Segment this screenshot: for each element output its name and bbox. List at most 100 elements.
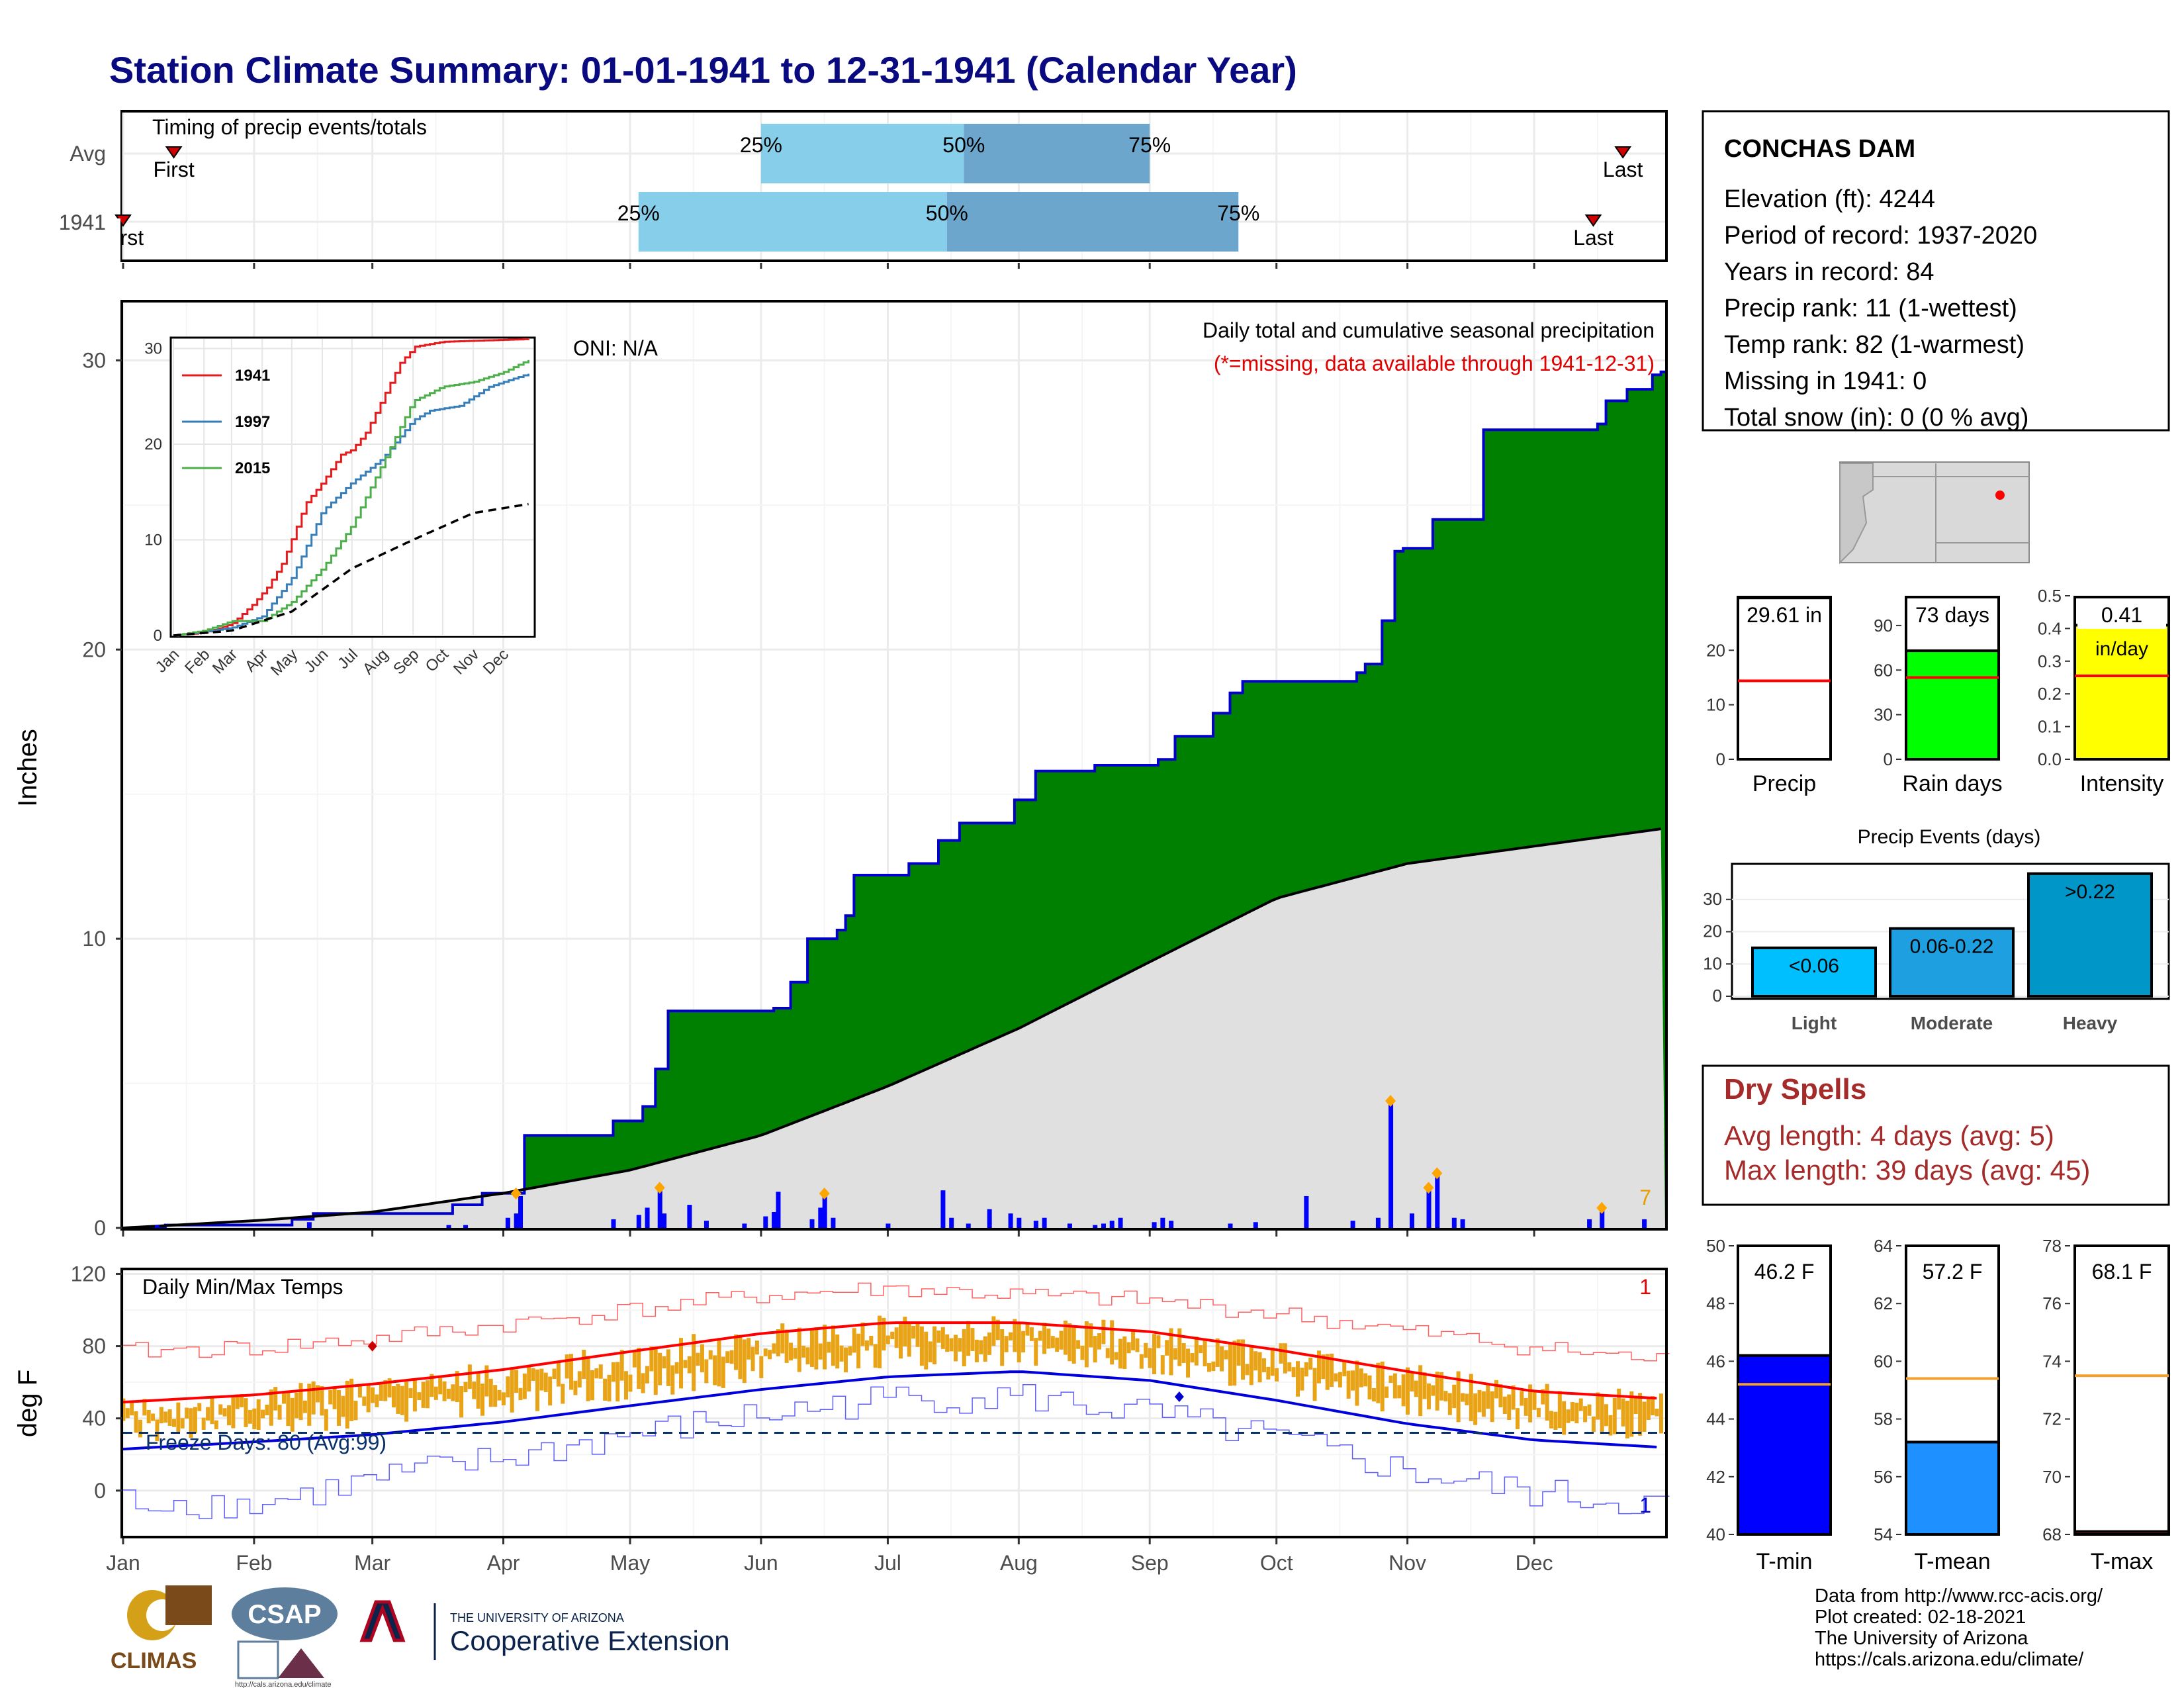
daily-temp-bar (265, 1404, 269, 1416)
daily-temp-bar (510, 1367, 514, 1413)
events-bin-label: <0.06 (1789, 955, 1839, 977)
month-tick-label: Dec (1516, 1551, 1553, 1575)
daily-temp-bar (1532, 1391, 1537, 1410)
daily-precip-bar (505, 1217, 510, 1228)
daily-temp-bar (1414, 1380, 1418, 1397)
daily-temp-bar (404, 1382, 409, 1422)
record-low-marker (1174, 1391, 1184, 1402)
daily-temp-bar (953, 1335, 958, 1362)
mini-bar-ytick-label: 0.3 (2038, 651, 2062, 671)
daily-temp-bar (226, 1405, 231, 1426)
daily-temp-bar (1013, 1319, 1017, 1352)
inset-legend-label: 1941 (235, 367, 270, 385)
daily-temp-bar (1110, 1320, 1115, 1365)
daily-temp-bar (907, 1323, 911, 1357)
daily-temp-bar (1249, 1344, 1253, 1385)
daily-temp-bar (1004, 1336, 1009, 1352)
daily-temp-bar (396, 1383, 400, 1414)
daily-temp-bar (911, 1326, 916, 1339)
temp-bar-frame (1905, 1244, 2000, 1536)
daily-temp-bar (1126, 1342, 1131, 1354)
daily-temp-bar (1029, 1327, 1034, 1341)
daily-temp-bar (700, 1344, 704, 1373)
daily-temp-bar (683, 1360, 688, 1368)
daily-precip-bar (645, 1207, 650, 1228)
last-event-label: Last (1603, 158, 1643, 181)
timing-bar-50-75 (946, 192, 1239, 252)
daily-temp-bar (789, 1342, 794, 1361)
daily-temp-bar (1008, 1332, 1013, 1340)
daily-temp-bar (1583, 1406, 1588, 1423)
station-name: CONCHAS DAM (1724, 135, 1915, 163)
daily-temp-bar (1566, 1409, 1570, 1423)
daily-temp-bar (995, 1319, 1000, 1340)
daily-temp-bar (687, 1356, 692, 1374)
daily-temp-bar (543, 1372, 548, 1392)
station-location-dot (1995, 491, 2005, 500)
daily-temp-bar (1245, 1364, 1250, 1376)
daily-temp-bar (1080, 1345, 1085, 1360)
month-tick-label: Nov (1388, 1551, 1426, 1575)
daily-temp-bar (1118, 1338, 1122, 1369)
temp-bar-ytick-label: 72 (2042, 1409, 2062, 1429)
daily-temp-bar (1232, 1340, 1237, 1386)
daily-temp-bar (159, 1407, 163, 1424)
daily-temp-bar (582, 1350, 586, 1380)
temp-top-count: 1 (1639, 1275, 1651, 1299)
daily-temp-bar (1528, 1384, 1533, 1423)
daily-temp-bar (1334, 1373, 1338, 1382)
daily-temp-bar (286, 1391, 291, 1427)
daily-temp-bar (1220, 1346, 1224, 1372)
inset-ytick-label: 20 (144, 436, 162, 453)
temp-bar-ytick-label: 62 (1874, 1293, 1893, 1313)
daily-temp-bar (577, 1371, 582, 1388)
daily-precip-bar (1587, 1219, 1592, 1228)
daily-temp-bar (632, 1350, 637, 1368)
summary-bar-charts: 0 10 20 29.61 in Precip 0 30 60 90 73 days Rain da… (1706, 586, 2170, 796)
daily-temp-bar (1105, 1348, 1110, 1358)
daily-temp-bar (970, 1328, 975, 1351)
daily-temp-bar (400, 1385, 404, 1415)
daily-temp-bar (1570, 1401, 1574, 1422)
mini-bar-category-label: Intensity (2080, 771, 2164, 796)
temp-ytick-label: 120 (71, 1262, 106, 1286)
inset-series-line-1997 (173, 373, 529, 637)
freeze-days-label: Freeze Days: 80 (Avg:99) (146, 1430, 387, 1454)
temp-bar-frame (2073, 1244, 2170, 1536)
temp-ytick-label: 80 (82, 1335, 106, 1358)
daily-temp-bar (1431, 1385, 1435, 1396)
daily-temp-bar (949, 1338, 954, 1352)
precip-subheader: (*=missing, data available through 1941-… (1214, 352, 1655, 375)
daily-temp-bar (320, 1385, 324, 1416)
mini-bar-label-bg (2077, 600, 2166, 629)
daily-temp-bar (590, 1370, 594, 1401)
mini-bar-ytick-label: 30 (1874, 705, 1893, 725)
daily-temp-bar (754, 1340, 759, 1355)
daily-temp-bar (277, 1405, 282, 1420)
page-title: Station Climate Summary: 01-01-1941 to 1… (109, 49, 1297, 91)
daily-temp-bar (167, 1409, 172, 1427)
daily-precip-bar (949, 1217, 954, 1228)
daily-temp-bar (455, 1371, 459, 1403)
mini-bar-ytick-label: 0.5 (2038, 586, 2062, 606)
daily-temp-bar (848, 1346, 852, 1356)
daily-precip-bar (776, 1192, 781, 1228)
daily-precip-bar (1152, 1222, 1157, 1228)
temp-bar-ytick-label: 68 (2042, 1524, 2062, 1544)
daily-temp-bar (1308, 1357, 1313, 1370)
first-event-label: First (154, 158, 195, 181)
top-event-marker (1385, 1095, 1396, 1107)
timing-left-mask (0, 218, 120, 258)
daily-precip-bar (1642, 1219, 1647, 1228)
precip-corner-count: 7 (1639, 1186, 1651, 1209)
timing-row-year: 1941 (59, 211, 106, 234)
daily-temp-bar (1638, 1393, 1643, 1436)
daily-temp-bar (1596, 1392, 1600, 1420)
daily-temp-bar (641, 1373, 645, 1393)
temp-bar-ytick-label: 46 (1706, 1351, 1725, 1371)
daily-temp-bar (1300, 1368, 1304, 1391)
ua-big-text: Cooperative Extension (450, 1625, 730, 1656)
temp-bar-ytick-label: 54 (1874, 1524, 1893, 1544)
daily-temp-bar (1316, 1350, 1321, 1383)
daily-temp-bar (256, 1399, 261, 1430)
